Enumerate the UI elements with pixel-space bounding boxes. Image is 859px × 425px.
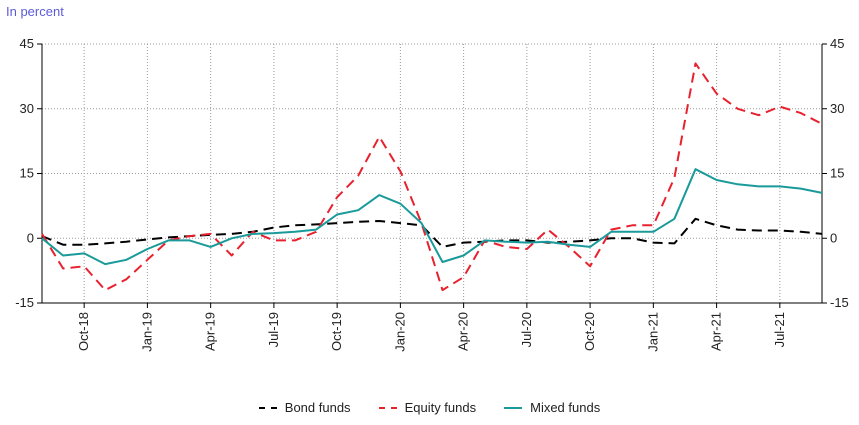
x-tick-label: Jul-19 xyxy=(266,312,281,347)
x-tick-label: Jul-21 xyxy=(772,312,787,347)
y-axis-unit-label: In percent xyxy=(6,4,64,19)
x-tick-label: Jan-21 xyxy=(645,312,660,352)
y-tick-label-right: 0 xyxy=(830,230,837,245)
legend-swatch-mixed-funds xyxy=(504,406,523,409)
legend-swatch-bond-funds xyxy=(258,406,277,409)
legend-item-equity-funds: Equity funds xyxy=(378,400,477,415)
x-tick-label: Apr-20 xyxy=(456,312,471,351)
y-tick-label-right: -15 xyxy=(830,295,849,310)
y-tick-label-left: 15 xyxy=(20,166,34,181)
legend-item-bond-funds: Bond funds xyxy=(258,400,351,415)
legend-label-mixed-funds: Mixed funds xyxy=(530,400,601,415)
legend-label-bond-funds: Bond funds xyxy=(284,400,351,415)
line-chart: -15 -15 0 0 15 15 30 30 45 45 Oct-18 Jan-19 Apr-19 Ju… xyxy=(15,36,849,352)
y-tick-label-left: 0 xyxy=(27,230,34,245)
x-tick-label: Apr-21 xyxy=(709,312,724,351)
legend: Bond funds Equity funds Mixed funds xyxy=(0,400,859,415)
x-tick-label: Apr-19 xyxy=(203,312,218,351)
y-tick-label-right: 15 xyxy=(830,166,844,181)
x-tick-label: Oct-20 xyxy=(582,312,597,351)
y-tick-label-left: -15 xyxy=(15,295,34,310)
y-tick-label-right: 30 xyxy=(830,101,844,116)
legend-item-mixed-funds: Mixed funds xyxy=(504,400,600,415)
legend-swatch-equity-funds xyxy=(378,406,397,409)
y-tick-label-left: 45 xyxy=(20,36,34,51)
series-line-bond-funds xyxy=(41,217,823,248)
x-tick-label: Jul-20 xyxy=(519,312,534,347)
series-line-equity-funds xyxy=(41,62,823,292)
x-tick-label: Jan-19 xyxy=(139,312,154,352)
x-tick-label: Oct-18 xyxy=(76,312,91,351)
x-tick-label: Oct-19 xyxy=(329,312,344,351)
x-tick-label: Jan-20 xyxy=(392,312,407,352)
y-tick-label-left: 30 xyxy=(20,101,34,116)
legend-label-equity-funds: Equity funds xyxy=(404,400,477,415)
y-tick-label-right: 45 xyxy=(830,36,844,51)
series-line-mixed-funds xyxy=(41,168,823,266)
